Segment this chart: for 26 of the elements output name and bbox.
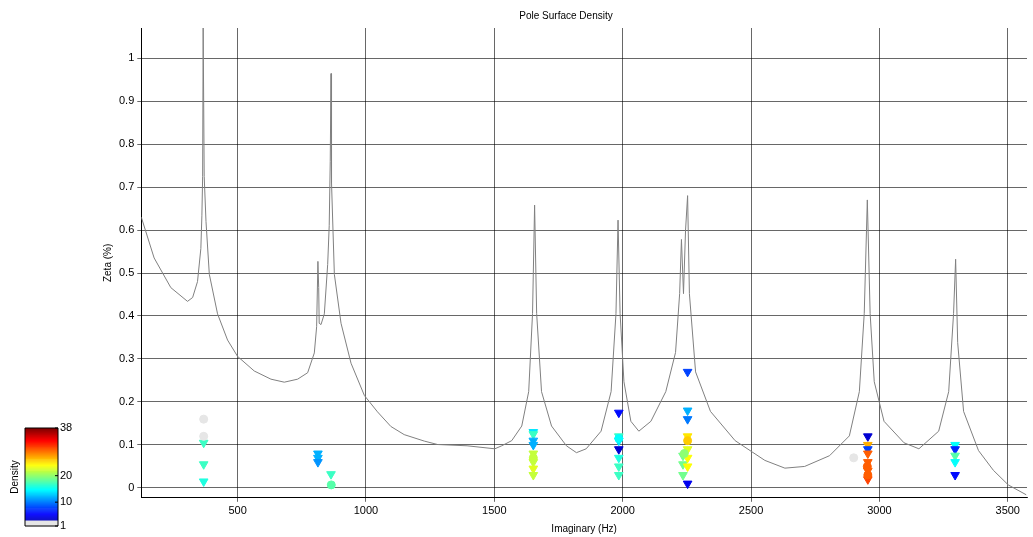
x-tick-label: 500 [228, 504, 247, 517]
y-tick-label: 1 [128, 51, 135, 64]
y-tick-label: 0.5 [118, 266, 135, 279]
x-axis-title: Imaginary (Hz) [551, 522, 617, 534]
x-tick-label: 2500 [738, 504, 764, 517]
x-tick-label: 1000 [353, 504, 379, 517]
color-bar-label: 20 [60, 468, 73, 481]
color-bar-label: 10 [60, 495, 73, 508]
x-tick-label: 3500 [995, 504, 1020, 517]
y-tick-label: 0.1 [118, 437, 135, 450]
x-tick-label: 1500 [482, 504, 507, 517]
y-tick-label: 0.9 [118, 94, 135, 107]
color-bar-title: Density [8, 460, 20, 494]
y-tick-label: 0.4 [118, 309, 135, 322]
y-tick-label: 0 [128, 480, 135, 493]
y-tick-label: 0.7 [118, 180, 135, 193]
x-tick-label: 3000 [867, 504, 892, 517]
x-tick-label: 2000 [610, 504, 635, 517]
color-bar-label: 38 [60, 421, 73, 434]
y-tick-label: 0.3 [118, 352, 135, 364]
chart-title: Pole Surface Density [519, 9, 613, 21]
y-tick-label: 0.2 [118, 394, 135, 407]
y-axis-title: Zeta (%) [101, 243, 113, 283]
y-tick-label: 0.8 [118, 137, 135, 150]
y-tick-label: 0.6 [118, 223, 135, 236]
color-bar-label: 1 [60, 519, 67, 532]
